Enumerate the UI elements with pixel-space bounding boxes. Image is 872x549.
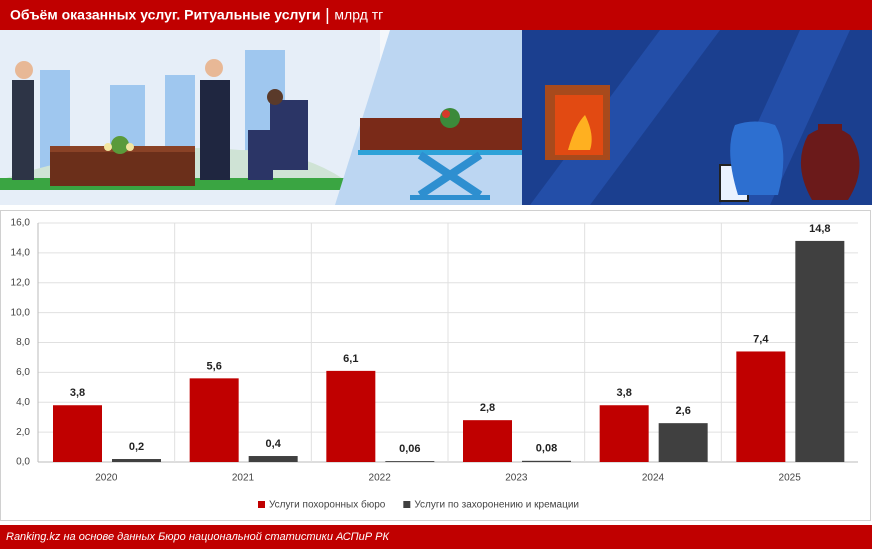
value-label: 5,6 <box>207 360 222 372</box>
value-label: 0,2 <box>129 441 144 453</box>
value-label: 0,4 <box>266 438 282 450</box>
bar <box>53 405 102 462</box>
y-tick-label: 6,0 <box>16 367 30 378</box>
x-tick-label: 2020 <box>95 473 118 484</box>
value-label: 7,4 <box>753 333 769 345</box>
bar <box>795 240 845 462</box>
value-label: 14,8 <box>809 223 830 235</box>
x-tick-label: 2024 <box>642 473 665 484</box>
value-label: 3,8 <box>70 387 85 399</box>
value-label: 3,8 <box>617 387 632 399</box>
legend-label: Услуги по захоронению и кремации <box>414 500 579 511</box>
bar <box>385 461 435 462</box>
bar <box>189 378 239 462</box>
bar <box>112 459 161 462</box>
legend-swatch <box>403 501 411 508</box>
footer-bar <box>0 525 872 549</box>
chart-frame <box>0 210 871 521</box>
x-tick-label: 2023 <box>505 473 528 484</box>
illustration <box>0 30 872 205</box>
bar <box>248 456 298 462</box>
value-label: 2,6 <box>676 405 691 417</box>
y-tick-label: 14,0 <box>11 248 31 259</box>
y-tick-label: 16,0 <box>11 218 31 229</box>
value-label: 2,8 <box>480 402 495 414</box>
chart-title: Объём оказанных услуг. Ритуальные услуги <box>10 7 320 23</box>
bar <box>599 405 649 462</box>
x-tick-label: 2025 <box>779 473 802 484</box>
x-tick-label: 2022 <box>369 473 392 484</box>
legend-swatch <box>258 501 265 508</box>
legend-label: Услуги похоронных бюро <box>269 499 386 511</box>
x-tick-label: 2021 <box>232 473 255 484</box>
y-tick-label: 10,0 <box>11 307 31 318</box>
y-tick-label: 8,0 <box>16 337 30 348</box>
bar <box>326 370 376 462</box>
value-label: 6,1 <box>343 353 358 365</box>
bar <box>522 460 571 462</box>
bar <box>658 423 708 462</box>
chart-unit: млрд тг <box>334 7 383 23</box>
bar <box>463 420 512 462</box>
value-label: 0,08 <box>536 443 557 455</box>
header-bar <box>0 0 872 30</box>
source-note: Ranking.kz на основе данных Бюро национа… <box>6 531 389 543</box>
y-tick-label: 4,0 <box>16 397 30 408</box>
value-label: 0,06 <box>399 443 420 455</box>
y-tick-label: 12,0 <box>11 277 31 288</box>
y-tick-label: 2,0 <box>16 427 30 438</box>
bar <box>736 351 786 462</box>
y-tick-label: 0,0 <box>16 457 30 468</box>
